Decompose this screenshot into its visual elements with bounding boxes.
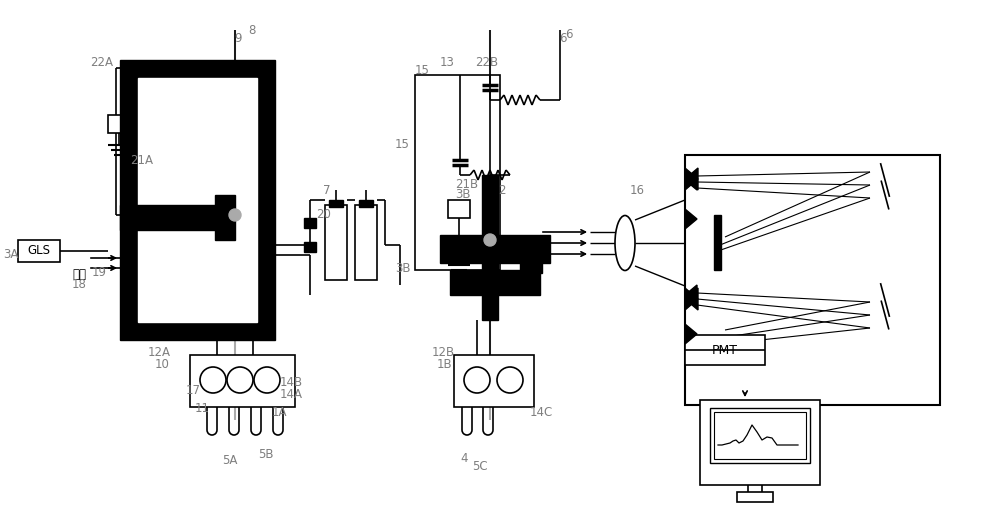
Text: 5B: 5B	[258, 449, 274, 462]
Text: 15: 15	[415, 64, 430, 77]
Bar	[138, 78, 257, 322]
Polygon shape	[685, 324, 697, 344]
Polygon shape	[685, 170, 697, 190]
Polygon shape	[685, 285, 697, 305]
Text: 3B: 3B	[455, 189, 471, 201]
Text: 12B: 12B	[432, 345, 455, 358]
Text: 3B: 3B	[395, 262, 411, 274]
Polygon shape	[685, 288, 698, 310]
Text: 18: 18	[72, 279, 87, 291]
Text: 5A: 5A	[222, 453, 238, 467]
Circle shape	[229, 209, 241, 221]
Text: 14A: 14A	[280, 389, 303, 401]
Text: 1B: 1B	[437, 358, 453, 371]
Bar	[685, 155, 940, 405]
Text: 1A: 1A	[272, 407, 288, 419]
Text: 9: 9	[234, 31, 242, 45]
Polygon shape	[685, 288, 698, 310]
Bar	[215, 195, 235, 240]
Bar	[355, 205, 377, 280]
Text: PMT: PMT	[712, 343, 738, 357]
Text: 17: 17	[186, 383, 201, 396]
Text: 4: 4	[460, 451, 468, 465]
Bar	[120, 205, 215, 230]
Circle shape	[254, 367, 280, 393]
Text: 13: 13	[440, 56, 455, 68]
Circle shape	[227, 367, 253, 393]
Text: 14B: 14B	[280, 376, 303, 389]
Text: 载气: 载气	[72, 268, 86, 282]
Polygon shape	[685, 209, 697, 229]
Bar	[685, 335, 765, 365]
Text: 15: 15	[395, 138, 410, 152]
Text: 20: 20	[316, 209, 331, 222]
Text: 22B: 22B	[475, 56, 498, 68]
Bar	[520, 245, 542, 273]
Text: 21B: 21B	[455, 178, 478, 192]
Bar	[359, 200, 373, 207]
Text: 11: 11	[195, 401, 210, 414]
Circle shape	[497, 367, 523, 393]
Text: 12A: 12A	[148, 345, 171, 358]
Text: 5C: 5C	[472, 461, 488, 473]
Bar	[737, 492, 773, 502]
Bar	[482, 175, 498, 320]
Bar	[714, 215, 721, 270]
Text: 6: 6	[560, 31, 571, 45]
Bar	[329, 200, 343, 207]
Bar	[415, 75, 500, 270]
Ellipse shape	[615, 215, 635, 270]
Bar	[700, 400, 820, 485]
Text: 3A: 3A	[3, 248, 18, 262]
Text: 22A: 22A	[90, 56, 113, 68]
Bar	[450, 270, 540, 295]
Bar	[304, 218, 316, 228]
Bar	[440, 235, 550, 263]
Bar	[710, 408, 810, 463]
Text: GLS: GLS	[28, 245, 50, 258]
Circle shape	[200, 367, 226, 393]
Text: 10: 10	[155, 358, 170, 371]
Text: 21A: 21A	[130, 154, 153, 167]
Bar	[304, 242, 316, 252]
Text: 2: 2	[498, 183, 506, 196]
Bar	[120, 60, 275, 340]
Bar	[454, 355, 534, 407]
Text: 8: 8	[248, 24, 255, 36]
Polygon shape	[685, 168, 698, 190]
Circle shape	[484, 234, 496, 246]
Text: 16: 16	[630, 183, 645, 196]
Text: 6: 6	[565, 28, 572, 42]
Text: 14C: 14C	[530, 407, 553, 419]
Text: 7: 7	[323, 183, 330, 196]
Bar	[325, 205, 347, 280]
Polygon shape	[685, 168, 698, 190]
Bar	[190, 355, 295, 407]
Bar	[108, 115, 130, 133]
Bar	[18, 240, 60, 262]
Bar	[714, 412, 806, 459]
Text: 19: 19	[92, 266, 107, 279]
Circle shape	[464, 367, 490, 393]
Bar	[448, 200, 470, 218]
